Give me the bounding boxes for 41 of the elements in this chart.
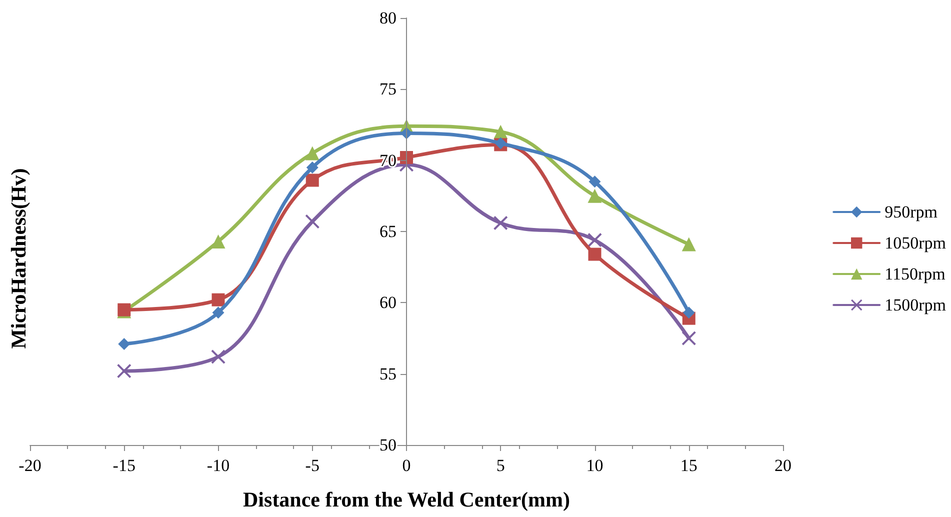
point	[118, 338, 130, 350]
point	[117, 364, 132, 378]
point	[306, 174, 319, 187]
x-tick-label: 5	[496, 456, 505, 475]
point	[305, 146, 320, 160]
point	[211, 234, 226, 248]
point	[588, 176, 601, 188]
legend-label: 950rpm	[884, 202, 938, 222]
legend-label: 1500rpm	[884, 296, 946, 314]
point	[588, 248, 602, 261]
point	[682, 306, 695, 319]
point	[494, 124, 508, 139]
y-tick-label: 65	[380, 222, 396, 241]
x-tick-label: -20	[18, 456, 42, 475]
x-axis-title: Distance from the Weld Center(mm)	[243, 488, 570, 512]
y-axis-title: MicroHardness(Hv)	[6, 168, 30, 349]
x-tick-label: 15	[680, 456, 698, 475]
point	[588, 233, 602, 248]
point	[682, 331, 696, 346]
y-tick-label: 55	[380, 364, 396, 384]
point	[494, 216, 508, 230]
point	[211, 350, 226, 364]
point	[588, 188, 602, 203]
point	[305, 214, 320, 229]
x-tick-label: 20	[774, 456, 792, 475]
x-tick-label: -15	[112, 456, 136, 475]
x-tick-label: -5	[305, 456, 320, 475]
point	[682, 237, 696, 252]
x-tick-label: -10	[206, 456, 230, 475]
y-tick-label: 50	[380, 436, 396, 454]
point	[306, 161, 318, 174]
legend-label: 1050rpm	[884, 234, 946, 252]
y-tick-label: 60	[380, 293, 396, 312]
point	[212, 293, 225, 306]
x-tick-label: 0	[402, 456, 411, 475]
legend-label: 1150rpm	[884, 264, 946, 284]
y-tick-label: 80	[380, 8, 396, 28]
x-tick-label: 10	[586, 456, 604, 475]
point	[400, 150, 413, 164]
point	[212, 306, 224, 319]
y-tick-label: 75	[380, 80, 396, 99]
